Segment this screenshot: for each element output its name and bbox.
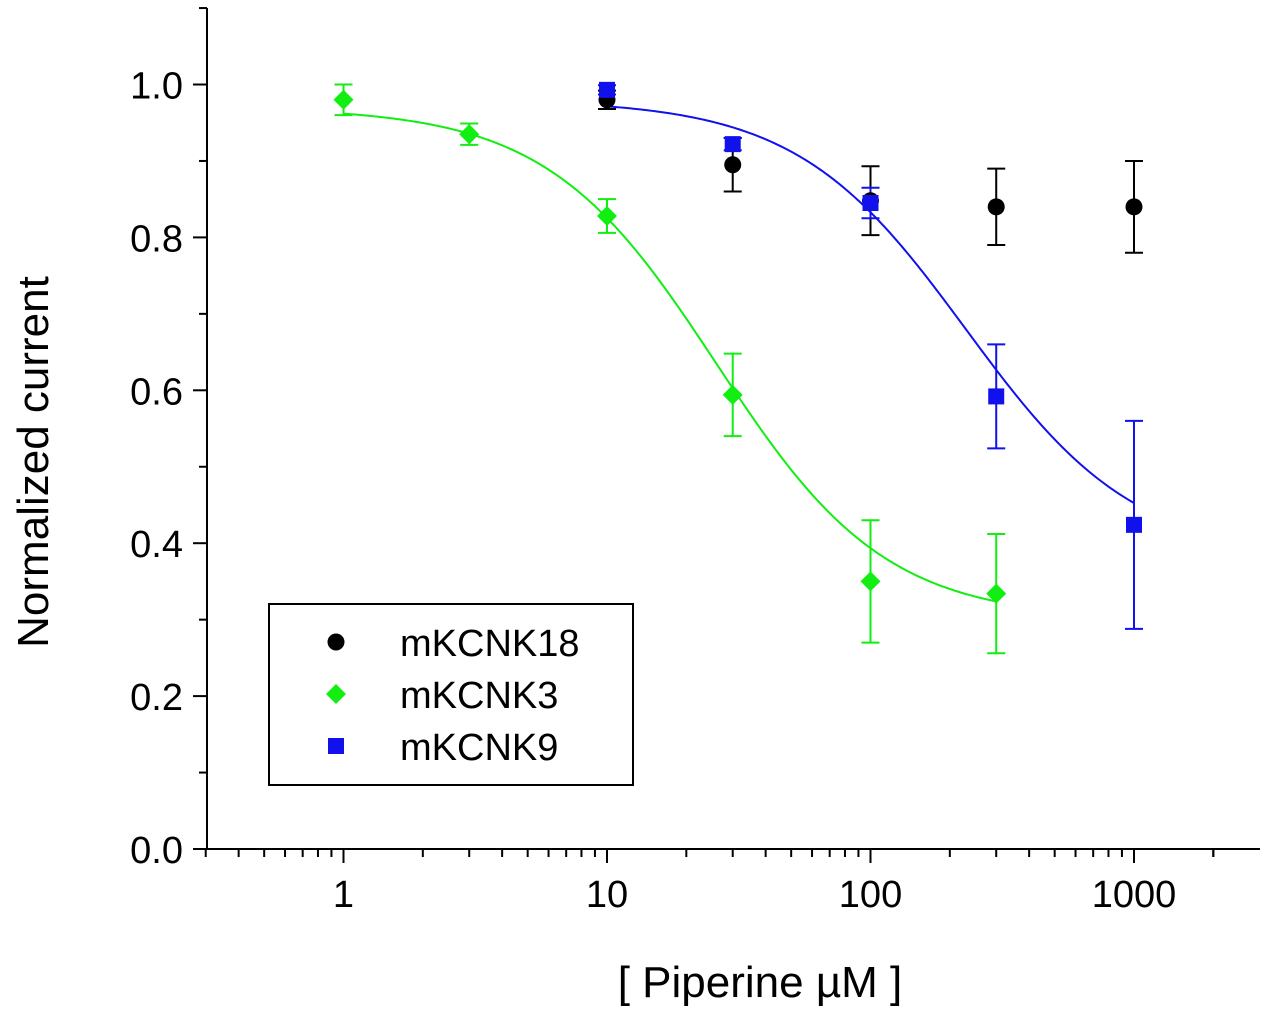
data-point-mKCNK9 bbox=[724, 136, 741, 153]
x-tick-label: 100 bbox=[839, 874, 902, 916]
x-tick-label: 1000 bbox=[1092, 874, 1177, 916]
y-tick-label: 0.0 bbox=[130, 830, 183, 872]
data-point-mKCNK3 bbox=[986, 583, 1007, 604]
y-tick-label: 0.6 bbox=[130, 371, 183, 413]
y-tick-label: 1.0 bbox=[130, 66, 183, 108]
data-point-mKCNK18 bbox=[724, 156, 742, 174]
data-point-mKCNK3 bbox=[597, 205, 617, 226]
x-tick-label: 10 bbox=[586, 874, 628, 916]
x-ticks: 1 10 100 1000 bbox=[204, 849, 1215, 916]
data-point-mKCNK3 bbox=[860, 571, 881, 592]
y-tick-label: 0.4 bbox=[130, 524, 183, 566]
data-point-mKCNK9 bbox=[862, 194, 879, 211]
data-point-mKCNK3 bbox=[722, 384, 743, 405]
data-point-mKCNK9 bbox=[988, 388, 1005, 405]
x-axis-label: [ Piperine µM ] bbox=[618, 958, 903, 1007]
legend-label: mKCNK18 bbox=[400, 623, 580, 665]
legend-item-mKCNK9: mKCNK9 bbox=[328, 727, 558, 769]
y-ticks: 0.0 0.2 0.4 0.6 0.8 1.0 bbox=[130, 7, 207, 872]
fit-curve-mKCNK3 bbox=[343, 112, 997, 603]
data-point-mKCNK18 bbox=[1125, 198, 1143, 216]
data-point-mKCNK3 bbox=[459, 124, 480, 145]
x-tick-label: 1 bbox=[333, 874, 354, 916]
y-tick-label: 0.2 bbox=[130, 677, 183, 719]
legend-marker-diamond bbox=[326, 684, 346, 704]
data-point-mKCNK3 bbox=[333, 89, 354, 110]
legend-item-mKCNK3: mKCNK3 bbox=[326, 675, 558, 717]
legend-item-mKCNK18: mKCNK18 bbox=[327, 623, 580, 665]
data-points bbox=[333, 81, 1143, 604]
y-axis-label: Normalized current bbox=[9, 276, 58, 648]
legend-marker-square bbox=[328, 738, 344, 754]
data-point-mKCNK9 bbox=[599, 81, 615, 98]
data-point-mKCNK9 bbox=[1126, 516, 1142, 533]
data-point-mKCNK18 bbox=[987, 198, 1005, 216]
legend-marker-circle bbox=[327, 633, 345, 651]
y-tick-label: 0.8 bbox=[130, 218, 183, 260]
legend: mKCNK18 mKCNK3 mKCNK9 bbox=[268, 603, 634, 786]
legend-label: mKCNK3 bbox=[400, 675, 558, 717]
legend-label: mKCNK9 bbox=[400, 727, 558, 769]
